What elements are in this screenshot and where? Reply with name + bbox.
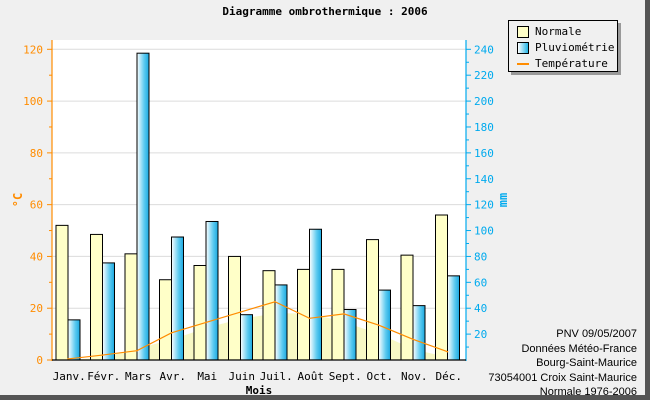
right-tick-label: 240 [474,43,494,56]
temperature-point-11 [446,350,449,353]
bar-pluviometrie-4 [205,220,219,361]
left-tick-label: 60 [30,199,43,212]
bar-normale-5 [228,255,241,361]
temperature-point-6 [274,300,276,303]
month-label: Juin [229,370,256,383]
right-tick-label: 220 [474,69,494,82]
x-axis-label: Mois [246,384,273,397]
right-tick-label: 100 [474,225,494,238]
bar-pluviometrie-9 [378,289,391,361]
left-tick-label: 0 [36,354,43,367]
y-axis-right-label: mm [496,193,510,207]
left-tick-label: 80 [30,147,43,160]
month-label: Sept. [329,370,362,383]
month-label: Mai [197,370,217,383]
right-tick-label: 40 [474,302,487,315]
right-tick-label: 20 [474,328,487,341]
temperature-point-2 [136,349,138,352]
month-label: Juil. [260,370,293,383]
bar-normale-4 [193,264,207,361]
legend-label: Normale [535,25,582,38]
bar-pluviometrie-6 [274,284,288,361]
month-label: Oct. [367,370,394,383]
left-tick-label: 20 [30,302,43,315]
month-label: Janv. [53,370,86,383]
temperature-point-9 [377,324,380,326]
bar-normale-2 [124,253,138,361]
month-label: Févr. [87,370,120,383]
month-label: Nov. [401,370,428,383]
temperature-point-5 [239,311,242,313]
bar-normale-6 [262,270,276,361]
temperature-point-10 [412,338,414,341]
bar-pluviometrie-3 [171,236,184,361]
bar-pluviometrie-5 [240,314,253,361]
bar-normale-3 [159,279,172,361]
right-tick-label: 160 [474,147,494,160]
right-tick-label: 200 [474,95,494,108]
left-tick-label: 40 [30,250,43,263]
temperature-point-7 [308,317,311,320]
month-label: Avr. [160,370,187,383]
legend-label: Température [535,57,608,70]
footer-line: PNV 09/05/2007 [556,328,637,340]
temperature-line [67,301,448,360]
normale-swatch [517,25,529,38]
footer-line: Bourg-Saint-Maurice [536,357,637,369]
left-tick-label: 120 [23,43,43,56]
bar-normale-9 [366,239,379,361]
temperature-swatch [517,62,529,65]
bar-pluviometrie-0 [67,319,81,361]
temperature-point-8 [343,313,345,315]
bar-normale-11 [435,214,448,361]
footer-line: Données Météo-France [521,342,637,355]
footer-line: Normale 1976-2006 [539,386,637,398]
bar-pluviometrie-1 [102,262,115,361]
footer-line: 73054001 Croix Saint-Maurice [488,371,637,384]
bar-pluviometrie-10 [412,305,426,361]
right-tick-label: 120 [474,199,494,212]
chart-title: Diagramme ombrothermique : 2006 [222,5,428,18]
pluviometrie-swatch [517,41,529,54]
month-label: Déc. [436,370,463,383]
temperature-point-3 [170,332,173,334]
legend: Normale Pluviométrie Température [508,20,618,72]
temperature-point-1 [101,354,104,356]
month-label: Mars [125,370,152,383]
temperature-point-0 [67,358,69,360]
legend-item-temperature: Température [517,57,608,70]
right-tick-label: 80 [474,250,487,263]
legend-item-pluviometrie: Pluviométrie [517,41,614,54]
right-tick-label: 60 [474,276,487,289]
legend-label: Pluviométrie [535,41,615,54]
y-axis-left-label: °C [11,193,25,207]
legend-item-normale: Normale [517,25,581,38]
bar-pluviometrie-7 [309,228,322,361]
temperature-point-4 [205,321,207,324]
bar-normale-10 [400,254,414,361]
bar-pluviometrie-2 [136,52,150,361]
bar-normale-7 [297,268,310,361]
bar-pluviometrie-11 [447,275,460,361]
right-tick-label: 180 [474,121,494,134]
left-tick-label: 100 [23,95,43,108]
footer-notes: PNV 09/05/2007 Données Météo-France Bour… [488,327,637,400]
month-label: Août [298,370,325,383]
bar-normale-1 [90,233,103,361]
right-tick-label: 140 [474,173,494,186]
bar-normale-0 [55,224,69,361]
